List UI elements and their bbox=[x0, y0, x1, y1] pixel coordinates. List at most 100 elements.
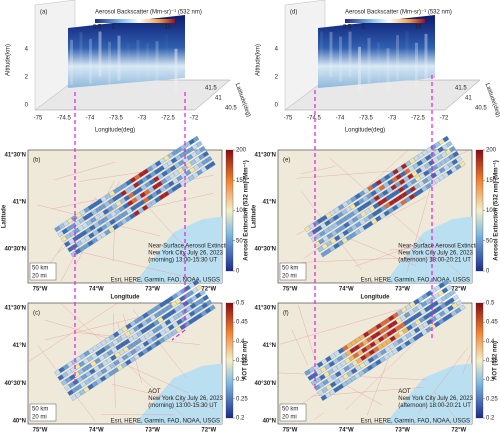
colorbar-tick-label: 1 bbox=[361, 25, 365, 31]
x-tick-label: -72 bbox=[190, 116, 199, 122]
x-tick-label: 73°W bbox=[395, 428, 410, 434]
road bbox=[80, 251, 195, 279]
x-tick-label: 75°W bbox=[33, 428, 48, 434]
road bbox=[113, 313, 116, 408]
colorbar-tick-label: 1 bbox=[111, 25, 115, 31]
colorbar-tick-label: 0.3 bbox=[236, 377, 245, 383]
colorbar-tick-label: 0.4 bbox=[486, 339, 495, 345]
y-tick-label: 41°N bbox=[13, 199, 26, 205]
scale-box bbox=[279, 262, 307, 281]
road bbox=[172, 235, 208, 265]
map-note: (afternoon) 18:00-20:21 UT bbox=[398, 257, 471, 263]
flight-tracks bbox=[304, 135, 466, 258]
track-segment bbox=[192, 279, 200, 286]
map-note: AOT bbox=[398, 389, 411, 395]
colorbar bbox=[475, 302, 484, 419]
road bbox=[301, 191, 362, 270]
road bbox=[45, 314, 149, 341]
colorbar-title: Aerosol Backscatter (Mm-sr)⁻¹ (532 nm) bbox=[95, 10, 202, 16]
track-segment bbox=[452, 150, 460, 158]
x-tick-label: -74 bbox=[336, 116, 345, 122]
z-tick-label: 0 bbox=[275, 103, 279, 109]
curtain-streak bbox=[405, 31, 409, 77]
colorbar-tick-label: 0.5 bbox=[93, 25, 102, 31]
x-tick-label: -73 bbox=[138, 116, 147, 122]
curtain-streak bbox=[98, 31, 102, 77]
colorbar-tick-label: 10 bbox=[165, 25, 172, 31]
x-tick-label: -72.5 bbox=[411, 116, 425, 122]
x-tick-label: 74°W bbox=[89, 287, 104, 293]
x-tick-label: -74.5 bbox=[307, 116, 321, 122]
track-segment bbox=[202, 294, 210, 301]
x-axis-label: Longitude bbox=[111, 295, 141, 301]
road bbox=[314, 412, 324, 420]
map-note: New York City July 26, 2023 bbox=[398, 396, 473, 402]
x-tick-label: 75°W bbox=[283, 287, 298, 293]
flight-tracks bbox=[54, 135, 216, 258]
road bbox=[111, 383, 215, 409]
colorbar bbox=[345, 19, 425, 23]
colorbar-tick-label: 50 bbox=[236, 238, 243, 244]
colorbar bbox=[475, 149, 484, 272]
curtain-streak bbox=[174, 48, 178, 94]
colorbar-tick-label: 200 bbox=[486, 148, 497, 154]
panel-label: (f) bbox=[283, 311, 289, 317]
colorbar-tick-label: 0.5 bbox=[236, 301, 245, 307]
colorbar-tick-label: 0.25 bbox=[486, 396, 498, 402]
map-note: (morning) 13:00-15:30 UT bbox=[148, 403, 217, 409]
back-wall bbox=[34, 0, 76, 111]
y-tick-label: 40.5 bbox=[475, 106, 487, 112]
x-tick-label: -72.5 bbox=[161, 116, 175, 122]
road bbox=[44, 319, 147, 350]
y-tick-label: 41 bbox=[465, 96, 472, 102]
colorbar-title: Aerosol Extinction (532 nm) (Mm⁻¹) bbox=[243, 160, 250, 261]
road bbox=[434, 392, 457, 419]
z-tick-label: 2 bbox=[25, 75, 29, 81]
road bbox=[54, 161, 116, 180]
x-tick-label: -75 bbox=[284, 116, 293, 122]
map-note: Near-Surface Aerosol Extinction bbox=[398, 243, 483, 249]
track-segment bbox=[449, 145, 456, 153]
road bbox=[27, 303, 118, 363]
flight-tracks bbox=[54, 279, 216, 401]
x-axis-label: Longitude(deg) bbox=[345, 128, 385, 134]
y-tick-label: 41.5 bbox=[205, 86, 217, 92]
road bbox=[130, 366, 189, 394]
z-tick-label: 0 bbox=[25, 103, 29, 109]
track-segment bbox=[199, 145, 206, 153]
map-note: New York City July 26, 2023 bbox=[148, 396, 223, 402]
colorbar bbox=[95, 19, 175, 23]
colorbar-tick-label: 0.35 bbox=[486, 358, 498, 364]
track-segment bbox=[208, 161, 216, 168]
road bbox=[417, 347, 469, 414]
colorbar-tick-label: 0 bbox=[486, 269, 490, 275]
road bbox=[300, 166, 335, 175]
map-note: Near-Surface Aerosol Extinction bbox=[148, 243, 233, 249]
track-segment bbox=[442, 279, 450, 286]
curtain-streak bbox=[358, 46, 361, 92]
colorbar-title: AOT (532 nm) bbox=[493, 341, 499, 380]
x-tick-label: 73°W bbox=[145, 428, 160, 434]
track-segment bbox=[455, 299, 463, 306]
panel-label: (e) bbox=[283, 158, 290, 164]
y-tick-label: 40°30'N bbox=[4, 381, 26, 387]
colorbar-tick-label: 150 bbox=[486, 178, 497, 184]
backscatter-curtain bbox=[68, 15, 185, 88]
z-tick-label: 4 bbox=[25, 47, 29, 53]
map-sea bbox=[384, 216, 472, 283]
scale-label: 20 mi bbox=[282, 274, 297, 280]
track-segment bbox=[199, 289, 206, 296]
map-credit: Esri, HERE, Garmin, FAO, NOAA, USGS bbox=[361, 419, 470, 425]
colorbar-tick-label: 0.2 bbox=[486, 416, 495, 422]
x-tick-label: 72°W bbox=[201, 428, 216, 434]
x-tick-label: 73°W bbox=[145, 287, 160, 293]
scale-label: 50 km bbox=[32, 407, 48, 413]
connector-lines bbox=[74, 75, 433, 390]
colorbar-title: Aerosol Backscatter (Mm-sr)⁻¹ (532 nm) bbox=[345, 10, 452, 16]
curtain-streak bbox=[165, 34, 168, 79]
back-wall bbox=[284, 0, 326, 111]
x-tick-label: 72°W bbox=[201, 287, 216, 293]
colorbar-tick-label: 0.3 bbox=[486, 377, 495, 383]
colorbar bbox=[225, 302, 234, 419]
y-tick-label: 41°N bbox=[263, 199, 276, 205]
